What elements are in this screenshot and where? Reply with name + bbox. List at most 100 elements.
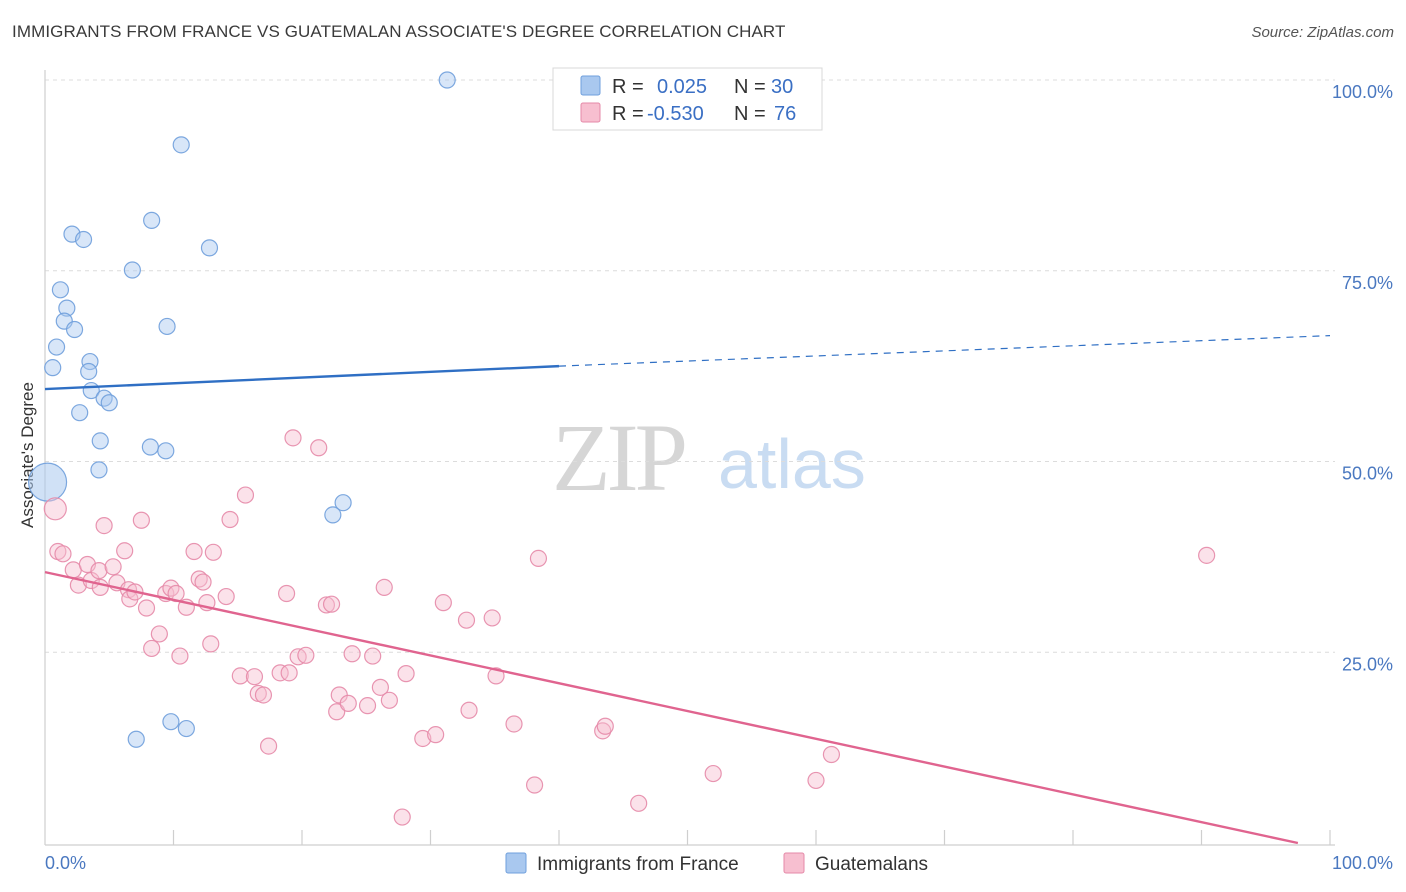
point-france-4 xyxy=(74,230,93,249)
point-france-11 xyxy=(158,317,176,336)
point-guatemalans-64 xyxy=(483,609,501,627)
point-guatemalans-71 xyxy=(630,794,648,812)
chart-title: IMMIGRANTS FROM FRANCE VS GUATEMALAN ASS… xyxy=(12,22,786,41)
point-guatemalans-46 xyxy=(317,596,336,614)
series-legend: Immigrants from France Guatemalans xyxy=(505,852,928,875)
trend-line-france xyxy=(44,364,560,391)
x-tick-label-max: 100.0% xyxy=(1332,853,1393,873)
point-guatemalans-38 xyxy=(259,737,278,755)
point-guatemalans-23 xyxy=(171,647,189,665)
correlation-legend: R = 0.025 N = 30 R = -0.530 N = 76 xyxy=(552,67,823,131)
point-guatemalans-72 xyxy=(704,764,722,783)
point-france-26 xyxy=(324,506,342,524)
legend-n-value-guatemalans: 76 xyxy=(774,103,796,125)
legend-r-label-france: R = xyxy=(612,76,644,98)
point-france-13 xyxy=(44,359,62,377)
point-guatemalans-42 xyxy=(284,429,302,447)
point-guatemalans-30 xyxy=(204,543,222,561)
point-guatemalans-48 xyxy=(328,703,346,721)
point-guatemalans-9 xyxy=(95,516,113,535)
trend-line-guatemalans xyxy=(44,570,1299,845)
point-guatemalans-16 xyxy=(132,511,150,529)
point-guatemalans-10 xyxy=(104,558,122,576)
point-france-23 xyxy=(90,461,108,479)
legend-r-label-guatemalans: R = xyxy=(612,103,644,125)
point-france-5 xyxy=(200,239,219,257)
point-france-28 xyxy=(162,713,180,731)
point-guatemalans-70 xyxy=(596,717,614,735)
point-guatemalans-35 xyxy=(245,668,264,686)
trend-lines xyxy=(44,335,1331,845)
point-guatemalans-54 xyxy=(371,678,389,696)
point-guatemalans-59 xyxy=(414,729,432,748)
point-guatemalans-32 xyxy=(221,510,239,529)
point-guatemalans-18 xyxy=(143,639,161,658)
point-guatemalans-61 xyxy=(434,594,452,612)
point-guatemalans-53 xyxy=(364,647,382,665)
point-guatemalans-75 xyxy=(1198,546,1216,564)
point-guatemalans-58 xyxy=(397,665,415,683)
point-guatemalans-69 xyxy=(594,722,612,740)
point-guatemalans-45 xyxy=(310,439,328,457)
point-guatemalans-27 xyxy=(194,573,212,591)
y-tick-labels: 100.0% 75.0% 50.0% 25.0% xyxy=(1332,82,1393,674)
legend-n-label-france: N = xyxy=(734,76,766,98)
chart-source: Source: ZipAtlas.com xyxy=(1251,24,1394,41)
point-france-7 xyxy=(51,281,70,299)
point-guatemalans-56 xyxy=(380,691,398,709)
watermark-atlas: atlas xyxy=(718,425,866,503)
point-guatemalans-39 xyxy=(271,664,289,682)
point-france-15 xyxy=(80,362,98,381)
gridlines xyxy=(45,79,1335,653)
point-guatemalans-65 xyxy=(487,667,505,685)
point-guatemalans-57 xyxy=(393,808,411,826)
series-legend-label-france: Immigrants from France xyxy=(537,854,739,875)
point-guatemalans-34 xyxy=(236,486,255,504)
point-guatemalans-7 xyxy=(90,562,108,580)
point-guatemalans-31 xyxy=(217,587,235,606)
point-guatemalans-0 xyxy=(43,497,67,521)
point-guatemalans-50 xyxy=(339,694,357,712)
point-guatemalans-19 xyxy=(150,625,168,643)
trend-line-france-extension xyxy=(558,335,1331,367)
y-axis-label: Associate's Degree xyxy=(18,382,37,528)
point-france-17 xyxy=(95,389,113,407)
point-france-6 xyxy=(123,261,141,279)
point-guatemalans-33 xyxy=(231,667,249,685)
legend-r-value-france: 0.025 xyxy=(657,76,707,98)
y-tick-label-25: 25.0% xyxy=(1342,654,1393,674)
axes xyxy=(44,70,1335,846)
point-guatemalans-74 xyxy=(822,745,841,764)
point-guatemalans-60 xyxy=(427,726,445,744)
point-guatemalans-2 xyxy=(54,545,72,563)
point-guatemalans-52 xyxy=(358,697,377,715)
legend-n-label-guatemalans: N = xyxy=(734,103,766,125)
point-france-12 xyxy=(47,338,66,356)
point-france-27 xyxy=(127,730,145,748)
point-france-25 xyxy=(334,494,352,512)
point-guatemalans-25 xyxy=(185,542,203,561)
point-france-0 xyxy=(438,71,456,89)
point-guatemalans-17 xyxy=(137,599,156,617)
y-tick-label-50: 50.0% xyxy=(1342,464,1393,484)
watermark-zip: ZIP xyxy=(552,404,685,511)
x-tick-label-min: 0.0% xyxy=(45,853,86,873)
series-legend-label-guatemalans: Guatemalans xyxy=(815,854,928,875)
point-france-19 xyxy=(71,404,89,422)
point-france-22 xyxy=(157,442,175,460)
point-guatemalans-62 xyxy=(457,611,476,629)
point-guatemalans-12 xyxy=(116,542,134,560)
point-france-8 xyxy=(58,299,76,317)
y-tick-label-100: 100.0% xyxy=(1332,82,1393,102)
point-france-10 xyxy=(65,320,84,339)
legend-r-value-guatemalans: -0.530 xyxy=(647,103,704,125)
point-france-2 xyxy=(143,211,161,229)
point-france-1 xyxy=(172,136,190,154)
point-guatemalans-47 xyxy=(322,595,341,613)
point-guatemalans-29 xyxy=(202,635,220,653)
point-guatemalans-44 xyxy=(297,646,315,664)
series-legend-swatch-guatemalans xyxy=(783,852,805,874)
point-france-29 xyxy=(177,719,195,738)
point-guatemalans-66 xyxy=(505,715,523,733)
